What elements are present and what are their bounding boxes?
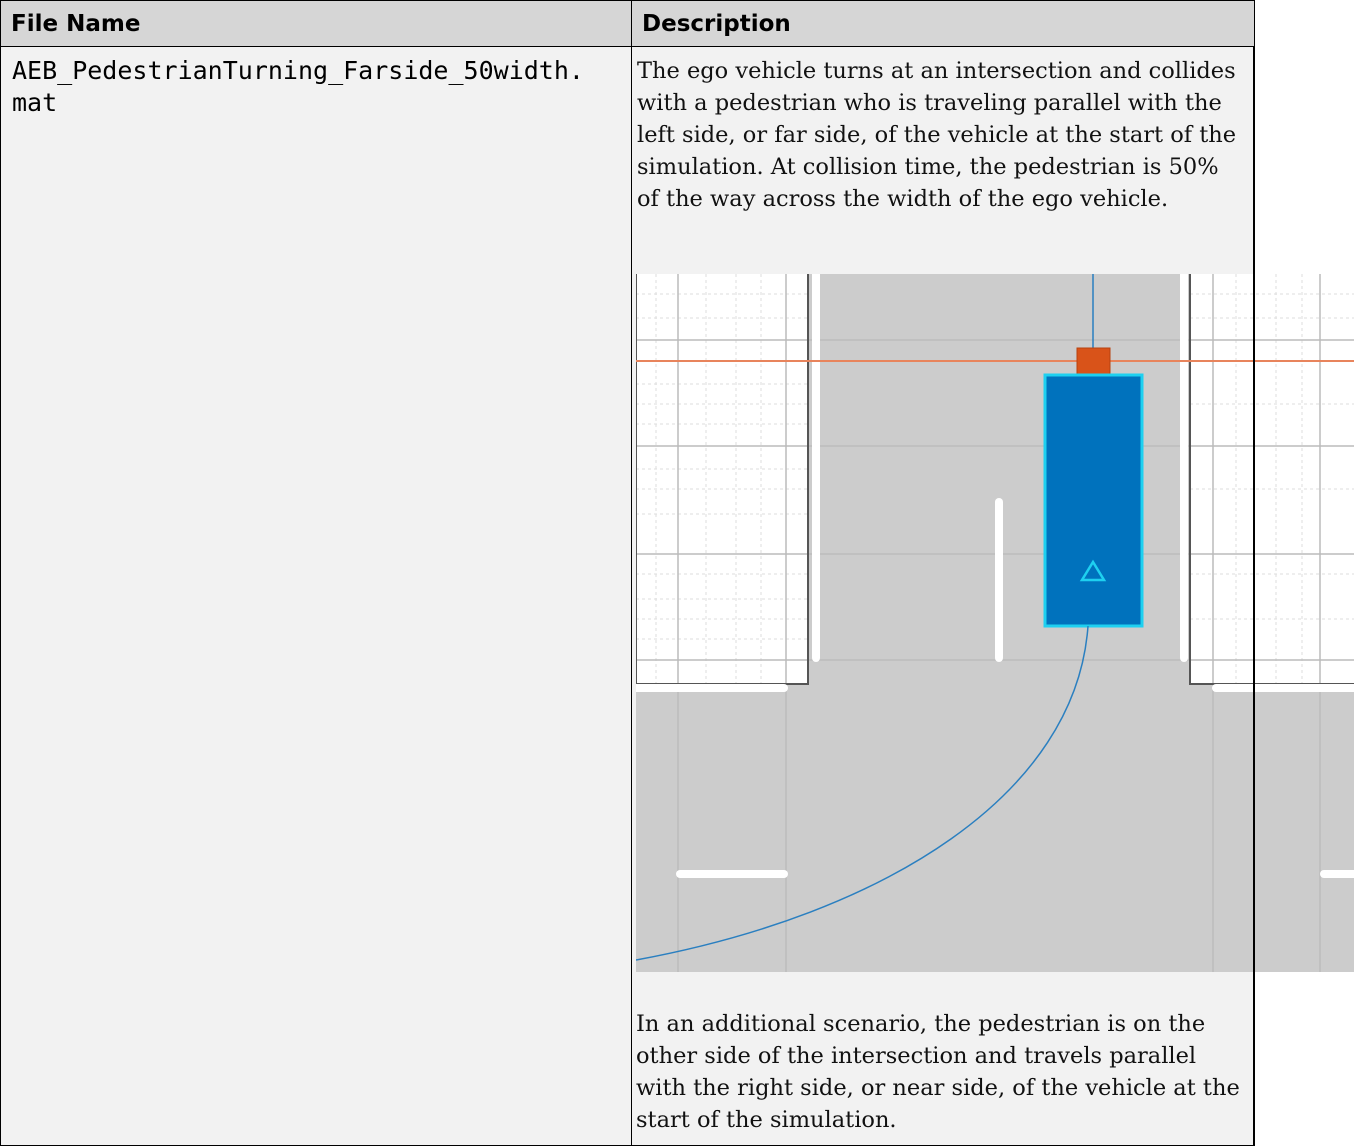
header-cell: Description xyxy=(631,0,1255,47)
header-text: Description xyxy=(642,11,791,37)
description: The ego vehicle turns at an intersection… xyxy=(637,58,1237,212)
file-cell: AEB_PedestrianTurning_Farside_50width.ma… xyxy=(0,46,632,1146)
file-name: AEB_PedestrianTurning_Farside_50width.ma… xyxy=(12,56,584,117)
note: In an additional scenario, the pedestria… xyxy=(636,1011,1240,1133)
header-cell: File Name xyxy=(0,0,632,47)
column-border xyxy=(1253,46,1255,1146)
header-text: File Name xyxy=(11,11,141,37)
scenario-image xyxy=(636,274,1354,972)
